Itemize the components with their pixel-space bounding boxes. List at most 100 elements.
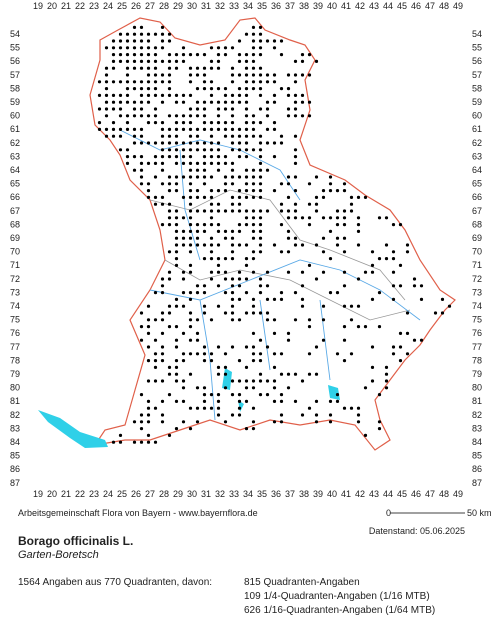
occurrence-dot — [293, 291, 298, 295]
occurrence-dot — [286, 182, 291, 186]
occurrence-dot — [153, 73, 158, 77]
occurrence-dot — [384, 216, 389, 220]
occurrence-dot — [181, 148, 186, 152]
occurrence-dot — [160, 420, 165, 424]
occurrence-dot — [237, 243, 242, 247]
occurrence-dot — [258, 291, 263, 295]
occurrence-dot — [342, 182, 347, 186]
occurrence-dot — [188, 216, 193, 220]
occurrence-dot — [258, 32, 263, 36]
occurrence-dot — [160, 46, 165, 50]
occurrence-dot — [153, 66, 158, 70]
occurrence-dot — [258, 311, 263, 315]
occurrence-dot — [307, 202, 312, 206]
occurrence-dot — [188, 427, 193, 431]
occurrence-dot — [230, 73, 235, 77]
occurrence-dot — [160, 121, 165, 125]
occurrence-dot — [300, 284, 305, 288]
occurrence-dot — [223, 87, 228, 91]
occurrence-dot — [125, 32, 130, 36]
occurrence-dot — [104, 93, 109, 97]
occurrence-dot — [188, 182, 193, 186]
occurrence-dot — [209, 141, 214, 145]
occurrence-dot — [265, 345, 270, 349]
occurrence-dot — [300, 270, 305, 274]
occurrence-dot — [342, 406, 347, 410]
occurrence-dot — [209, 277, 214, 281]
occurrence-dot — [272, 318, 277, 322]
occurrence-dot — [111, 59, 116, 64]
occurrence-dot — [202, 182, 207, 186]
column-label: 31 — [201, 1, 211, 11]
row-label: 71 — [10, 260, 20, 270]
row-label: 63 — [472, 151, 482, 161]
occurrence-dot — [314, 372, 319, 376]
occurrence-dot — [230, 297, 235, 301]
occurrence-dot — [188, 202, 193, 206]
occurrence-dot — [405, 250, 410, 254]
occurrence-dot — [272, 39, 277, 43]
occurrence-dot — [230, 209, 235, 213]
occurrence-dot — [146, 189, 151, 193]
occurrence-dot — [202, 127, 207, 131]
column-label: 48 — [439, 489, 449, 499]
occurrence-dot — [181, 121, 186, 125]
occurrence-dot — [230, 413, 235, 417]
occurrence-dot — [293, 107, 298, 111]
occurrence-dot — [237, 189, 242, 193]
occurrence-dot — [335, 236, 340, 240]
occurrence-dot — [244, 134, 249, 138]
occurrence-dot — [279, 372, 284, 376]
occurrence-dot — [258, 223, 263, 227]
row-label: 87 — [10, 478, 20, 488]
row-label: 78 — [472, 355, 482, 365]
occurrence-dot — [412, 284, 417, 288]
occurrence-dot — [223, 229, 228, 233]
occurrence-dot — [251, 223, 256, 227]
occurrence-dot — [160, 223, 165, 227]
occurrence-dot — [251, 39, 256, 43]
occurrence-dot — [244, 100, 249, 104]
occurrence-dot — [244, 127, 249, 131]
occurrence-dot — [167, 87, 172, 91]
occurrence-dot — [391, 270, 396, 274]
column-label: 28 — [159, 1, 169, 11]
occurrence-dot — [272, 386, 277, 390]
occurrence-dot — [377, 325, 382, 329]
occurrence-dot — [237, 195, 242, 199]
occurrence-dot — [202, 345, 207, 349]
occurrence-dot — [97, 80, 102, 84]
occurrence-dot — [237, 175, 242, 179]
occurrence-dot — [293, 236, 298, 240]
occurrence-dot — [293, 161, 298, 165]
occurrence-dot — [356, 223, 361, 227]
occurrence-dot — [160, 359, 165, 363]
occurrence-dot — [237, 134, 242, 138]
summary-detail: 626 1/16-Quadranten-Angaben (1/64 MTB) — [244, 605, 435, 616]
occurrence-dot — [321, 338, 326, 342]
occurrence-dot — [237, 93, 242, 97]
occurrence-dot — [195, 331, 200, 335]
occurrence-dot — [118, 53, 123, 57]
occurrence-dot — [118, 39, 123, 43]
occurrence-dot — [279, 352, 284, 356]
occurrence-dot — [244, 277, 249, 281]
occurrence-dot — [237, 73, 242, 77]
occurrence-dot — [321, 318, 326, 322]
occurrence-dot — [216, 46, 221, 50]
occurrence-dot — [328, 189, 333, 193]
occurrence-dot — [118, 100, 123, 104]
occurrence-dot — [230, 250, 235, 254]
occurrence-dot — [104, 134, 109, 138]
occurrence-dot — [118, 80, 123, 84]
occurrence-dot — [258, 134, 263, 138]
occurrence-dot — [139, 80, 144, 84]
occurrence-dot — [132, 141, 137, 145]
occurrence-dot — [202, 195, 207, 199]
column-label: 49 — [453, 1, 463, 11]
occurrence-dot — [209, 243, 214, 247]
occurrence-dot — [335, 291, 340, 295]
occurrence-dot — [174, 216, 179, 220]
occurrence-dot — [195, 141, 200, 145]
occurrence-dot — [167, 209, 172, 213]
